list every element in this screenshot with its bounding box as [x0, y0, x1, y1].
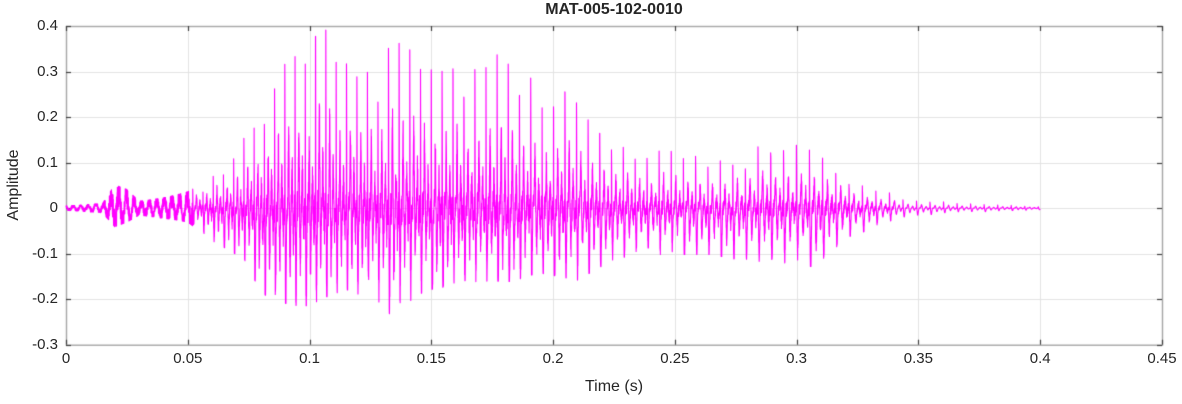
y-tick-label-02: 0.2 [37, 108, 58, 126]
y-tick-label-m03: -0.3 [32, 335, 58, 353]
x-tick-label-04: 0.4 [1029, 350, 1051, 367]
y-tick-label-m01: -0.1 [32, 244, 58, 262]
x-tick-label-0: 0 [61, 350, 71, 367]
y-tick-label-m02: -0.2 [32, 290, 58, 308]
y-tick-label-04: 0.4 [37, 17, 58, 34]
x-tick-label-005: 0.05 [173, 350, 203, 367]
y-tick-label-0: 0 [49, 199, 58, 217]
x-tick-label-025: 0.25 [660, 350, 690, 367]
x-tick-label-035: 0.35 [903, 350, 933, 367]
x-axis-label: Time (s) [584, 378, 644, 395]
x-tick-label-01: 0.1 [299, 350, 320, 367]
y-tick-label-03: 0.3 [37, 62, 58, 80]
x-tick-label-015: 0.15 [416, 350, 446, 367]
x-tick-label-02: 0.2 [542, 350, 564, 367]
x-tick-label-045: 0.45 [1147, 350, 1177, 367]
y-tick-label-01: 0.1 [37, 153, 58, 171]
x-tick-label-03: 0.3 [786, 350, 808, 367]
chart-title: MAT-005-102-0010 [545, 1, 683, 18]
